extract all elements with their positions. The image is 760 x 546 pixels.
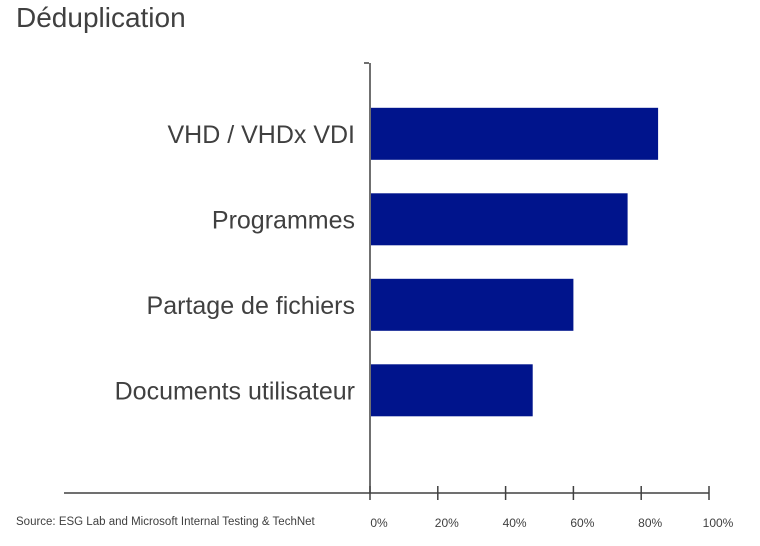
- x-axis-ticks: 0% 20% 40% 60% 80% 100%: [369, 486, 734, 530]
- chart-axes: [64, 62, 709, 494]
- x-tick-label-3: 60%: [570, 516, 594, 530]
- bar-3: [371, 278, 574, 331]
- x-tick-label-1: 20%: [435, 516, 459, 530]
- x-tick-label-4: 80%: [638, 516, 662, 530]
- x-tick-label-5: 100%: [703, 516, 734, 530]
- chart-bars: [371, 107, 659, 417]
- category-label-2: Programmes: [212, 206, 355, 234]
- bar-1: [371, 107, 659, 160]
- category-label-3: Partage de fichiers: [147, 292, 355, 320]
- x-tick-label-0: 0%: [370, 516, 388, 530]
- bar-2: [371, 193, 628, 246]
- category-labels: VHD / VHDx VDI Programmes Partage de fichi…: [115, 121, 355, 405]
- x-tick-label-2: 40%: [503, 516, 527, 530]
- source-note: Source: ESG Lab and Microsoft Internal T…: [16, 516, 315, 528]
- bar-4: [371, 364, 533, 417]
- chart-title: Déduplication: [16, 2, 186, 33]
- category-label-1: VHD / VHDx VDI: [167, 121, 355, 149]
- category-label-4: Documents utilisateur: [115, 377, 355, 405]
